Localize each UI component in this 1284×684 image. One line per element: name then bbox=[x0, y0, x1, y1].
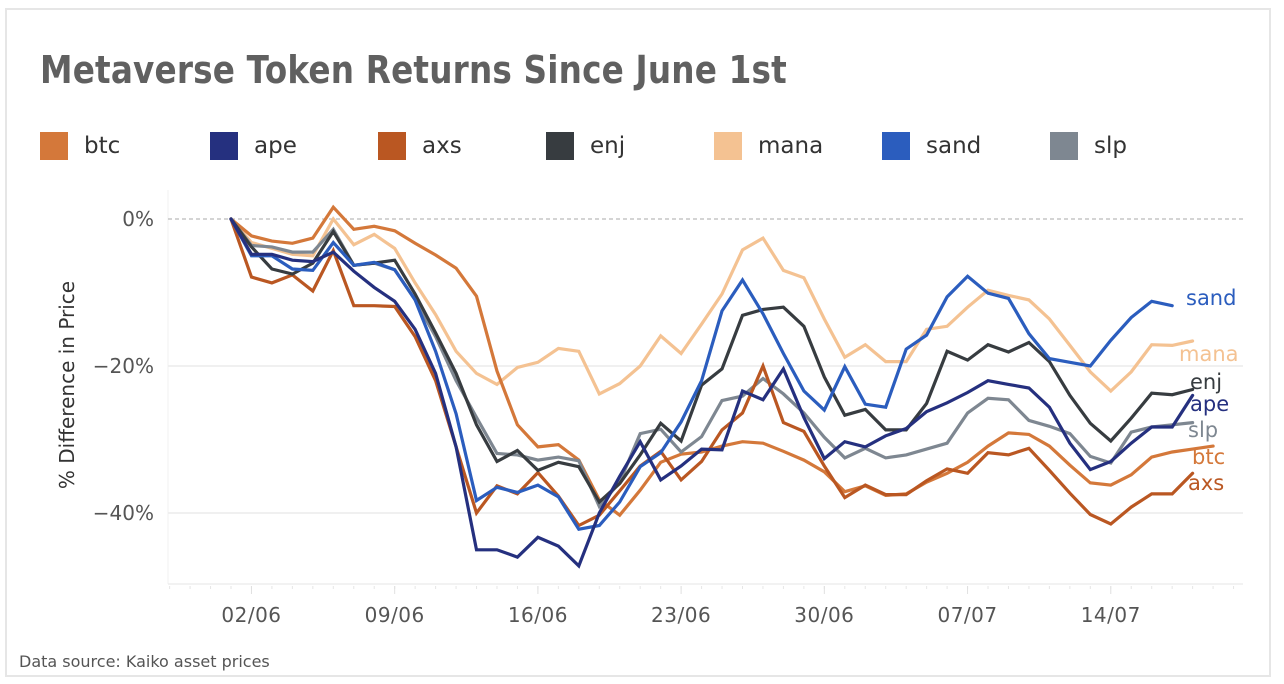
y-tick-label: −40% bbox=[93, 501, 154, 525]
legend-label: enj bbox=[590, 133, 626, 159]
x-tick-label: 02/06 bbox=[221, 603, 281, 627]
legend-item-sand[interactable]: sand bbox=[882, 131, 981, 161]
legend-swatch-icon bbox=[882, 132, 910, 160]
legend-item-ape[interactable]: ape bbox=[210, 131, 297, 161]
y-tick-label: 0% bbox=[122, 207, 154, 231]
end-label-sand: sand bbox=[1186, 286, 1236, 310]
legend-label: sand bbox=[926, 133, 982, 159]
legend-label: mana bbox=[758, 133, 824, 159]
end-label-axs: axs bbox=[1188, 471, 1224, 495]
series-line-sand[interactable] bbox=[229, 217, 1174, 531]
legend-label: axs bbox=[422, 133, 462, 159]
x-tick-label: 14/07 bbox=[1081, 603, 1141, 627]
legend-label: slp bbox=[1094, 133, 1127, 159]
legend-item-slp[interactable]: slp bbox=[1050, 131, 1127, 161]
legend-item-axs[interactable]: axs bbox=[378, 131, 462, 161]
legend-swatch-icon bbox=[546, 132, 574, 160]
series-line-ape[interactable] bbox=[229, 217, 1195, 569]
y-tick-label: −20% bbox=[93, 354, 154, 378]
end-label-mana: mana bbox=[1179, 342, 1239, 366]
y-axis-label: % Difference in Price bbox=[55, 281, 79, 489]
end-label-slp: slp bbox=[1188, 418, 1218, 442]
series-line-mana[interactable] bbox=[229, 216, 1195, 397]
legend-label: btc bbox=[84, 133, 121, 159]
legend-item-btc[interactable]: btc bbox=[40, 131, 120, 161]
legend-swatch-icon bbox=[1050, 132, 1078, 160]
x-tick-label: 07/07 bbox=[937, 603, 997, 627]
legend-swatch-icon bbox=[714, 132, 742, 160]
legend-label: ape bbox=[254, 133, 297, 159]
legend-swatch-icon bbox=[378, 132, 406, 160]
x-tick-label: 23/06 bbox=[651, 603, 711, 627]
x-tick-label: 30/06 bbox=[794, 603, 854, 627]
legend-swatch-icon bbox=[210, 132, 238, 160]
legend-item-mana[interactable]: mana bbox=[714, 131, 823, 161]
chart-frame bbox=[5, 8, 1271, 677]
end-label-btc: btc bbox=[1192, 445, 1225, 469]
legend-swatch-icon bbox=[40, 132, 68, 160]
series-line-enj[interactable] bbox=[229, 217, 1195, 505]
chart-title: Metaverse Token Returns Since June 1st bbox=[40, 48, 787, 92]
legend-item-enj[interactable]: enj bbox=[546, 131, 625, 161]
x-tick-label: 09/06 bbox=[365, 603, 425, 627]
data-source-note: Data source: Kaiko asset prices bbox=[19, 652, 270, 671]
end-label-ape: ape bbox=[1190, 392, 1229, 416]
series-line-axs[interactable] bbox=[229, 217, 1195, 528]
x-tick-label: 16/06 bbox=[508, 603, 568, 627]
end-label-enj: enj bbox=[1190, 370, 1222, 394]
